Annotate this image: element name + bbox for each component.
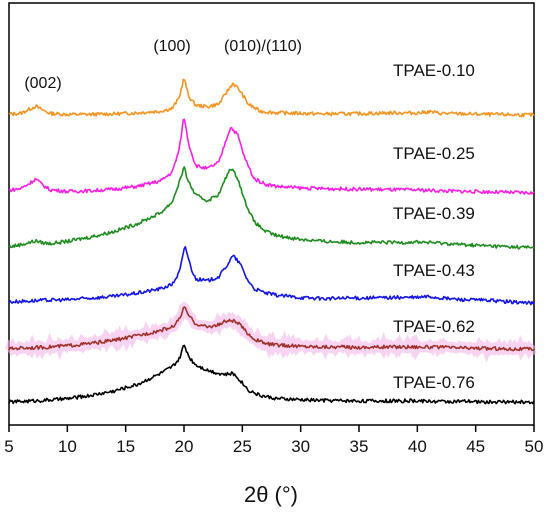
- series-line-tpae-0-43: [8, 246, 535, 306]
- plot-frame: [8, 2, 535, 426]
- series-line-tpae-0-76: [8, 344, 535, 405]
- series-label-tpae-0-43: TPAE-0.43: [393, 261, 475, 280]
- x-tick-label: 30: [291, 437, 310, 456]
- series-label-tpae-0-10: TPAE-0.10: [393, 61, 475, 80]
- series-line-tpae-0-10: [8, 78, 535, 118]
- annotation-100: (100): [153, 38, 190, 55]
- series-line-tpae-0-25: [8, 118, 535, 195]
- annotation-010-110: (010)/(110): [224, 38, 302, 55]
- series-line-tpae-0-62: [8, 306, 535, 352]
- x-tick-label: 20: [175, 437, 194, 456]
- x-tick-label: 45: [466, 437, 485, 456]
- x-axis-title: 2θ (°): [244, 482, 298, 507]
- x-tick-label: 40: [408, 437, 427, 456]
- x-tick-label: 35: [350, 437, 369, 456]
- series-layer: [4, 78, 537, 405]
- series-label-tpae-0-76: TPAE-0.76: [393, 373, 475, 392]
- x-tick-label: 5: [4, 437, 13, 456]
- annotation-002: (002): [24, 75, 61, 92]
- x-tick-label: 50: [525, 437, 544, 456]
- series-label-tpae-0-39: TPAE-0.39: [393, 204, 475, 223]
- x-tick-label: 25: [233, 437, 252, 456]
- series-line-tpae-0-39: [8, 166, 535, 250]
- series-label-tpae-0-25: TPAE-0.25: [393, 144, 475, 163]
- x-tick-label: 15: [116, 437, 135, 456]
- series-label-tpae-0-62: TPAE-0.62: [393, 317, 475, 336]
- x-tick-label: 10: [58, 437, 77, 456]
- x-axis-ticks: 5 10 15 20 25 30 35 40 45 50: [4, 425, 543, 456]
